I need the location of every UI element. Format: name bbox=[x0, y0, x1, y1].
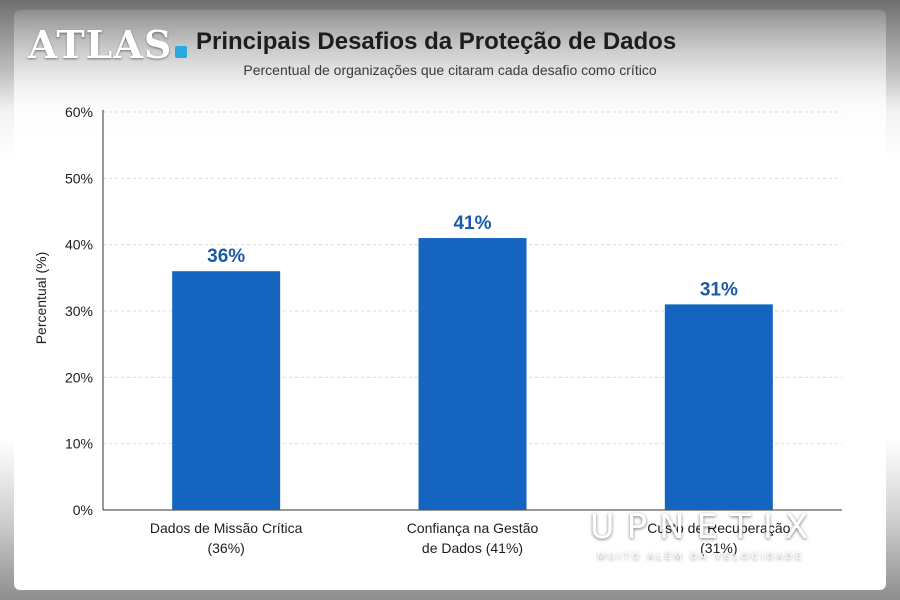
y-tick-label: 0% bbox=[73, 502, 93, 518]
chart-subtitle-wrap: Percentual de organizações que citaram c… bbox=[0, 62, 900, 78]
bar bbox=[418, 238, 527, 511]
bar bbox=[664, 304, 773, 510]
watermark-name: UPNETIX bbox=[589, 507, 821, 547]
atlas-logo: ATLAS bbox=[28, 22, 173, 67]
bar bbox=[172, 271, 281, 510]
y-tick-label: 10% bbox=[65, 436, 93, 452]
bar-value-label: 36% bbox=[207, 246, 245, 267]
y-axis-label: Percentual (%) bbox=[33, 252, 49, 345]
y-tick-label: 60% bbox=[65, 104, 93, 120]
upnetix-watermark: UPNETIX MUITO ALÉM DA VELOCIDADE bbox=[566, 508, 836, 562]
bar-layer bbox=[172, 238, 773, 511]
x-tick-label: Custo de Recuperação bbox=[647, 520, 790, 536]
atlas-logo-dot bbox=[175, 46, 187, 58]
y-tick-label: 50% bbox=[65, 170, 93, 186]
x-tick-label: de Dados (41%) bbox=[422, 540, 523, 556]
label-layer: 36% Dados de Missão Crítica (36%) 41% Confia… bbox=[150, 213, 791, 556]
y-tick-label: 20% bbox=[65, 369, 93, 385]
y-tick-label: 30% bbox=[65, 303, 93, 319]
x-tick-label: Confiança na Gestão bbox=[407, 520, 539, 536]
bar-value-label: 31% bbox=[700, 279, 738, 300]
y-tick-label: 40% bbox=[65, 237, 93, 253]
x-tick-label: Dados de Missão Crítica bbox=[150, 520, 303, 536]
x-tick-label: (36%) bbox=[207, 540, 244, 556]
watermark-tagline: MUITO ALÉM DA VELOCIDADE bbox=[597, 551, 805, 561]
x-tick-label: (31%) bbox=[700, 540, 737, 556]
chart-subtitle: Percentual de organizações que citaram c… bbox=[243, 62, 657, 78]
bar-value-label: 41% bbox=[453, 213, 491, 234]
chart-title: Principais Desafios da Proteção de Dados bbox=[196, 28, 677, 55]
